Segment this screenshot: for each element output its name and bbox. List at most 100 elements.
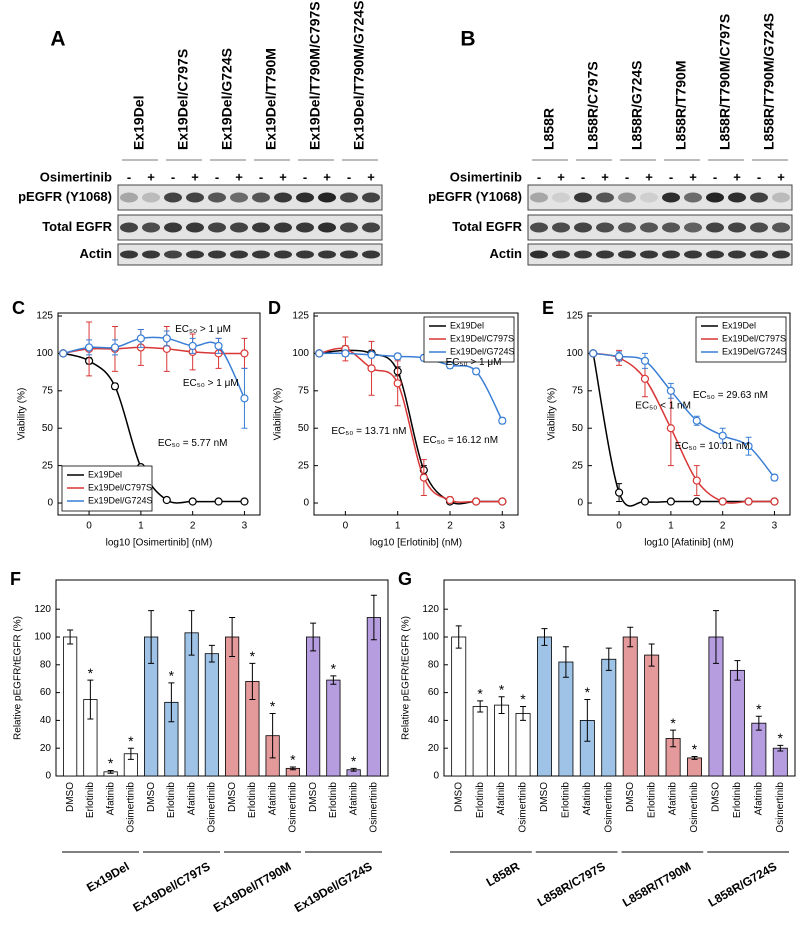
treatment-sign: - xyxy=(303,169,307,184)
row-label: Actin xyxy=(80,246,113,261)
column-header: Ex19Del/T790M/G724S xyxy=(351,1,367,150)
band xyxy=(164,222,182,233)
band xyxy=(164,192,182,203)
significance-mark: * xyxy=(585,684,591,700)
band xyxy=(142,192,160,203)
annotation: EC₅₀ = 5.77 nM xyxy=(158,438,228,449)
band xyxy=(296,222,314,233)
column-header: L858R xyxy=(541,108,557,150)
error-bar xyxy=(67,629,74,645)
blot-strip xyxy=(117,214,383,241)
y-tick-label: 60 xyxy=(428,687,440,698)
band xyxy=(120,192,138,203)
column-header: L858R/G724S xyxy=(629,61,645,151)
band xyxy=(728,222,746,233)
data-point xyxy=(214,497,223,506)
annotation: EC₅₀ = 29.63 nM xyxy=(693,390,768,401)
legend-label: Ex19Del/C797S xyxy=(88,482,152,492)
y-tick-label: 25 xyxy=(298,460,310,471)
treatment-sign: - xyxy=(347,169,351,184)
data-point xyxy=(744,497,753,506)
data-point xyxy=(718,497,727,506)
panel-letter: D xyxy=(268,298,281,318)
band xyxy=(618,222,636,233)
bar xyxy=(204,653,219,777)
band xyxy=(662,222,680,233)
data-point xyxy=(419,473,428,482)
band xyxy=(662,192,680,203)
data-point xyxy=(744,442,753,451)
data-point xyxy=(498,416,507,425)
y-tick-label: 100 xyxy=(422,632,439,643)
band xyxy=(728,192,746,203)
error-bar xyxy=(477,700,484,713)
y-tick-label: 25 xyxy=(42,460,54,471)
error-bar xyxy=(289,766,296,771)
data-point xyxy=(666,497,675,506)
panel-letter: F xyxy=(10,569,21,589)
band xyxy=(362,192,380,203)
error-bar xyxy=(691,756,698,760)
band xyxy=(340,222,358,233)
panel-letter: G xyxy=(398,569,412,589)
band xyxy=(772,250,790,259)
data-point xyxy=(188,497,197,506)
column-header: Ex19Del/C797S xyxy=(175,49,191,150)
band xyxy=(772,222,790,233)
bar xyxy=(494,704,510,777)
bar xyxy=(622,636,638,777)
treatment-sign: + xyxy=(733,169,741,184)
column-header: L858R/T790M xyxy=(673,61,689,150)
band xyxy=(596,222,614,233)
band xyxy=(208,192,226,203)
data-point xyxy=(640,356,650,365)
data-point xyxy=(110,343,120,352)
bar xyxy=(366,617,381,777)
x-tick-label: 0 xyxy=(616,521,622,532)
significance-mark: * xyxy=(670,715,676,731)
band xyxy=(552,192,570,203)
band xyxy=(530,222,548,233)
error-bar xyxy=(208,644,215,663)
category-label: Osimertinib xyxy=(775,782,786,833)
band xyxy=(362,250,380,259)
band xyxy=(706,192,724,203)
y-tick-label: 40 xyxy=(40,715,52,726)
plot-frame xyxy=(313,312,519,516)
y-axis-label: Viability (%) xyxy=(17,388,28,441)
error-bar xyxy=(229,617,236,657)
data-point xyxy=(214,341,223,351)
row-label: Total EGFR xyxy=(42,219,112,234)
category-label: DMSO xyxy=(625,782,636,812)
error-bar xyxy=(148,610,155,664)
annotation: EC₅₀ > 1 μM xyxy=(175,324,231,335)
data-point xyxy=(692,497,701,506)
band xyxy=(318,222,336,233)
significance-mark: * xyxy=(250,648,256,664)
data-point xyxy=(341,349,350,358)
category-label: Afatinib xyxy=(753,782,764,816)
data-point xyxy=(614,488,624,497)
bar xyxy=(225,636,240,777)
data-point xyxy=(393,379,402,388)
band xyxy=(684,222,702,233)
band xyxy=(684,192,702,203)
treatment-sign: - xyxy=(171,169,175,184)
band xyxy=(208,222,226,233)
band xyxy=(274,250,292,259)
treatment-sign: - xyxy=(127,169,131,184)
category-label: Osimertinib xyxy=(207,782,218,833)
category-label: Osimertinib xyxy=(288,782,299,833)
error-bar xyxy=(670,729,677,748)
curve xyxy=(593,352,776,479)
band xyxy=(706,250,724,259)
group-label: L858R/G724S xyxy=(706,859,779,909)
band xyxy=(252,250,270,259)
y-tick-label: 50 xyxy=(298,423,310,434)
category-label: Erlotinib xyxy=(85,782,96,819)
category-label: Afatinib xyxy=(105,782,116,816)
error-bar xyxy=(562,646,569,678)
error-bar xyxy=(520,705,527,721)
category-label: Erlotinib xyxy=(328,782,339,819)
